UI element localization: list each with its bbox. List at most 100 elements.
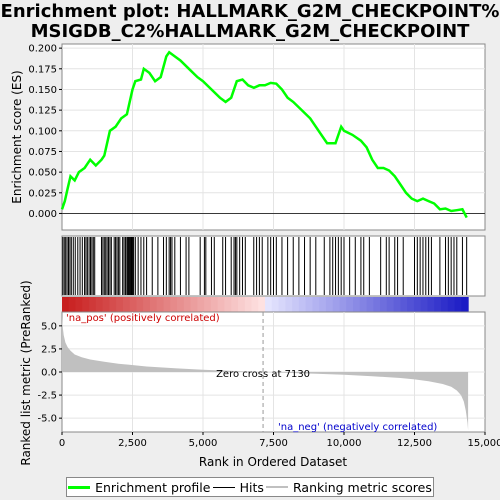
rank-bar-segment xyxy=(75,297,83,312)
rank-bar-segment xyxy=(393,297,401,312)
rank-bar-segment xyxy=(454,297,462,312)
metric-tick-label: 5.0 xyxy=(41,321,57,332)
metric-tick-label: 2.5 xyxy=(41,344,57,355)
rank-bar-segment xyxy=(231,297,239,312)
es-y-ticks: 0.000 0.025 0.050 0.075 0.100 0.125 0.150 0.175… xyxy=(28,44,62,220)
rank-bar-segment xyxy=(353,297,361,312)
legend-swatch-hits xyxy=(212,486,235,488)
rank-bar-segment xyxy=(265,297,273,312)
es-tick-label: 0.100 xyxy=(28,126,57,137)
rank-bar-segment xyxy=(386,297,395,312)
rank-bar-segment xyxy=(177,297,185,312)
legend-item-hits: Hits xyxy=(212,479,264,495)
rank-bar-segment xyxy=(292,297,300,312)
legend-item-metric: Ranking metric scores xyxy=(266,480,432,495)
rank-bar-segment xyxy=(285,297,293,312)
es-tick-label: 0.000 xyxy=(28,209,57,220)
ranking-metric-area xyxy=(62,316,469,431)
rank-bar-segment xyxy=(380,297,388,312)
rank-bar-segment xyxy=(427,297,435,312)
metric-tick-label: 0.0 xyxy=(41,368,57,379)
title-line-1: Enrichment plot: HALLMARK_G2M_CHECKPOINT… xyxy=(0,1,500,22)
rank-bar-segment xyxy=(271,297,280,312)
es-tick-label: 0.200 xyxy=(28,44,57,55)
rank-bar-segment xyxy=(441,297,449,312)
rank-bar-segment xyxy=(339,297,347,312)
x-tick-label: 12,500 xyxy=(397,438,432,449)
rank-bar-segment xyxy=(210,297,219,312)
rank-bar-segment xyxy=(109,297,117,312)
title-line-2: MSIGDB_C2%HALLMARK_G2M_CHECKPOINT xyxy=(30,21,470,42)
rank-bar-segment xyxy=(447,297,456,312)
rank-bar-segment xyxy=(366,297,374,312)
rank-bar-segment xyxy=(359,297,368,312)
rank-bar-segment xyxy=(298,297,307,312)
rank-bar-segment xyxy=(95,297,104,312)
rank-bar-segment xyxy=(305,297,314,312)
rank-bar-segment xyxy=(224,297,232,312)
x-axis-ticks: 0 2,500 5,000 7,500 10,000 12,500 15,000 xyxy=(59,432,500,449)
rank-bar-segment xyxy=(102,297,110,312)
x-tick-label: 10,000 xyxy=(327,438,362,449)
legend-label-enrichment: Enrichment profile xyxy=(95,479,211,495)
rank-bar-segment xyxy=(217,297,226,312)
es-tick-label: 0.175 xyxy=(28,64,57,75)
chart-title: Enrichment plot: HALLMARK_G2M_CHECKPOINT… xyxy=(0,2,500,42)
rank-bar-segment xyxy=(373,297,381,312)
x-tick-label: 0 xyxy=(59,438,65,449)
rank-bar-segment xyxy=(163,297,171,312)
es-tick-label: 0.125 xyxy=(28,106,57,117)
legend-label-hits: Hits xyxy=(239,479,264,495)
chart-legend: Enrichment profile Hits Ranking metric s… xyxy=(66,477,434,497)
x-axis-label: Rank in Ordered Dataset xyxy=(199,455,347,469)
rank-bar-segment xyxy=(346,297,354,312)
es-tick-label: 0.025 xyxy=(28,188,57,199)
pos-correlated-label: 'na_pos' (positively correlated) xyxy=(66,313,220,324)
rank-bar-segment xyxy=(68,297,77,312)
rank-bar-segment xyxy=(319,297,327,312)
rank-bar-segment xyxy=(420,297,429,312)
legend-swatch-enrichment xyxy=(68,485,91,489)
x-tick-label: 7,500 xyxy=(259,438,288,449)
rank-bar-segment xyxy=(89,297,97,312)
rank-bar-segment xyxy=(251,297,259,312)
rank-bar-segment xyxy=(156,297,165,312)
rank-bar-segment xyxy=(325,297,334,312)
metric-y-axis-label: Ranked list metric (PreRanked) xyxy=(19,280,33,465)
rank-bar-segment xyxy=(332,297,341,312)
rank-bar-segment xyxy=(183,297,192,312)
metric-tick-label: -2.5 xyxy=(37,391,57,402)
x-tick-label: 2,500 xyxy=(118,438,147,449)
es-tick-label: 0.050 xyxy=(28,168,57,179)
rank-bar-segment xyxy=(190,297,198,312)
metric-tick-label: -5.0 xyxy=(37,414,57,425)
metric-y-ticks: -5.0 -2.5 0.0 2.5 5.0 xyxy=(37,321,62,425)
rank-bar-segment xyxy=(122,297,131,312)
rank-color-bar xyxy=(62,297,469,312)
rank-bar-segment xyxy=(82,297,90,312)
rank-bar-segment xyxy=(204,297,212,312)
hits-marks xyxy=(62,237,468,295)
rank-bar-segment xyxy=(116,297,124,312)
es-tick-label: 0.075 xyxy=(28,147,57,158)
rank-bar-segment xyxy=(136,297,144,312)
rank-bar-segment xyxy=(237,297,246,312)
rank-bar-segment xyxy=(197,297,205,312)
rank-bar-segment xyxy=(278,297,286,312)
rank-bar-segment xyxy=(149,297,158,312)
rank-bar-segment xyxy=(258,297,266,312)
rank-bar-segment xyxy=(62,297,70,312)
rank-bar-segment xyxy=(312,297,320,312)
rank-bar-segment xyxy=(129,297,138,312)
legend-swatch-metric xyxy=(266,486,289,488)
legend-item-enrichment: Enrichment profile xyxy=(68,480,210,495)
rank-bar-segment xyxy=(170,297,178,312)
rank-bar-segment xyxy=(407,297,415,312)
neg-correlated-label: 'na_neg' (negatively correlated) xyxy=(278,422,437,433)
zero-cross-label: Zero cross at 7130 xyxy=(216,369,310,380)
rank-bar-segment xyxy=(413,297,422,312)
x-tick-label: 15,000 xyxy=(468,438,500,449)
rank-bar-segment xyxy=(143,297,151,312)
rank-bar-segment xyxy=(244,297,253,312)
